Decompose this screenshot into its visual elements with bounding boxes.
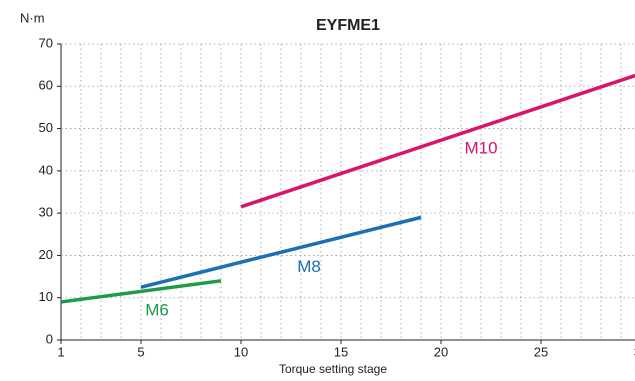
series-label: M6: [145, 301, 169, 320]
y-tick-label: 10: [39, 289, 53, 304]
chart-title: EYFME1: [316, 17, 380, 34]
series-line: [140, 215, 422, 289]
y-tick-label: 50: [39, 120, 53, 135]
y-unit: N·m: [20, 10, 45, 25]
y-tick-label: 20: [39, 247, 53, 262]
y-tick-label: 0: [46, 331, 53, 346]
series-line: [60, 279, 222, 304]
y-tick-label: 40: [39, 162, 53, 177]
x-tick-label: 30: [634, 344, 635, 359]
y-tick-label: 60: [39, 78, 53, 93]
y-tick-label: 30: [39, 205, 53, 220]
series-label: M8: [297, 257, 321, 276]
x-tick-label: 20: [434, 344, 448, 359]
series-line: [240, 73, 635, 209]
x-tick-label: 25: [534, 344, 548, 359]
x-tick-label: 1: [57, 344, 64, 359]
x-tick-label: 5: [137, 344, 144, 359]
y-tick-label: 70: [39, 35, 53, 50]
x-tick-label: 10: [234, 344, 248, 359]
x-tick-label: 15: [334, 344, 348, 359]
series-label: M10: [464, 138, 497, 157]
x-axis-label: Torque setting stage: [279, 362, 387, 376]
